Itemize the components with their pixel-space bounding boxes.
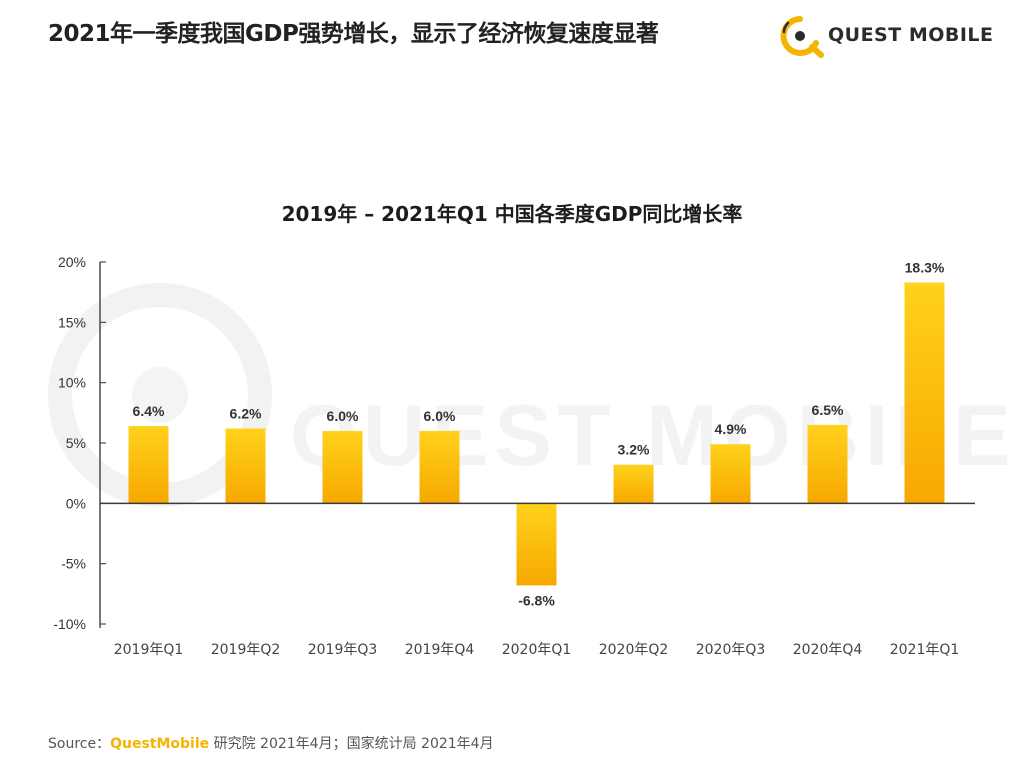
bar-value-label: 18.3%: [905, 260, 945, 276]
x-tick-label: 2021年Q1: [890, 642, 960, 658]
bar-value-label: 3.2%: [618, 442, 650, 458]
x-tick-label: 2019年Q1: [114, 642, 184, 658]
source-rest: 研究院 2021年4月；国家统计局 2021年4月: [209, 736, 494, 752]
bar-value-label: 4.9%: [715, 421, 747, 437]
quest-mobile-logo-icon: [780, 16, 824, 58]
y-tick-label: 15%: [58, 314, 86, 330]
x-tick-label: 2019年Q3: [308, 642, 378, 658]
chart-title: 2019年 – 2021年Q1 中国各季度GDP同比增长率: [281, 202, 743, 226]
x-tick-label: 2019年Q4: [405, 642, 475, 658]
bar: [613, 464, 654, 504]
watermark: QUEST MOBILE: [48, 283, 1011, 507]
y-tick-label: 20%: [58, 254, 86, 270]
x-tick-label: 2020年Q3: [696, 642, 766, 658]
bar: [322, 430, 363, 504]
bar-value-label: 6.5%: [812, 402, 844, 418]
bar: [516, 503, 557, 586]
x-tick-label: 2019年Q2: [211, 642, 281, 658]
x-tick-label: 2020年Q2: [599, 642, 669, 658]
source-prefix: Source：: [48, 736, 111, 752]
quest-mobile-logo: QUEST MOBILE: [776, 13, 993, 59]
bar: [419, 430, 460, 504]
y-tick-label: -5%: [61, 556, 86, 572]
bar-value-label: 6.2%: [230, 406, 262, 422]
bar-value-label: 6.0%: [327, 408, 359, 424]
bar-value-label: 6.0%: [424, 408, 456, 424]
y-tick-label: 5%: [66, 435, 86, 451]
watermark-dot: [132, 367, 188, 423]
bar: [710, 444, 751, 504]
bar: [807, 424, 848, 504]
y-tick-label: -10%: [53, 616, 86, 632]
page-title: 2021年一季度我国GDP强势增长，显示了经济恢复速度显著: [48, 21, 659, 47]
bar-value-label: -6.8%: [518, 592, 555, 608]
y-tick-label: 10%: [58, 375, 86, 391]
bar: [904, 282, 945, 504]
source-note: Source：QuestMobile 研究院 2021年4月；国家统计局 202…: [48, 733, 494, 753]
source-brand: QuestMobile: [110, 736, 210, 752]
bar-value-label: 6.4%: [133, 403, 165, 419]
bar: [225, 428, 266, 504]
logo-text: QUEST MOBILE: [828, 24, 994, 46]
y-tick-label: 0%: [66, 495, 86, 511]
x-tick-label: 2020年Q1: [502, 642, 572, 658]
x-tick-label: 2020年Q4: [793, 642, 863, 658]
bar: [128, 426, 169, 504]
